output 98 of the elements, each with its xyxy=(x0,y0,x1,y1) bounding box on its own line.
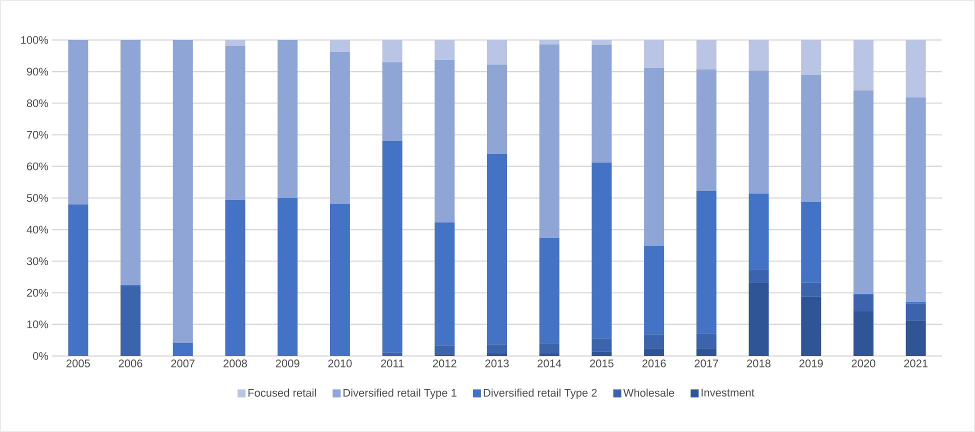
bar xyxy=(696,190,716,334)
x-tick-label: 2005 xyxy=(66,360,90,368)
bar xyxy=(592,44,612,163)
bar xyxy=(853,90,874,294)
bar xyxy=(487,344,508,354)
bar xyxy=(120,286,141,356)
x-tick-label: 2018 xyxy=(747,360,771,368)
bar xyxy=(696,40,716,70)
x-tick-label: 2008 xyxy=(224,360,247,368)
bar xyxy=(278,198,298,356)
x-tick-label: 2015 xyxy=(590,360,614,368)
y-tick-label: 50% xyxy=(26,194,48,202)
bar xyxy=(748,282,769,356)
bar xyxy=(539,44,560,238)
bar xyxy=(592,40,612,45)
bar xyxy=(644,68,664,246)
bar xyxy=(853,40,874,90)
bar xyxy=(853,295,874,312)
legend-label: Focused retail xyxy=(248,388,316,397)
bar xyxy=(644,40,664,68)
bar xyxy=(801,296,822,356)
bar xyxy=(225,46,246,200)
bar xyxy=(539,343,560,354)
x-tick-label: 2021 xyxy=(904,360,928,368)
bar xyxy=(906,304,926,321)
y-tick-label: 80% xyxy=(26,99,48,108)
legend-label: Diversified retail Type 2 xyxy=(484,388,597,399)
bar xyxy=(801,40,822,75)
bar xyxy=(644,334,664,348)
bar xyxy=(434,40,455,60)
bar xyxy=(696,69,716,191)
x-tick-label: 2012 xyxy=(432,360,456,368)
bar xyxy=(592,352,612,356)
bar xyxy=(225,200,246,356)
bar xyxy=(696,348,716,356)
bar xyxy=(120,40,141,285)
y-tick-label: 40% xyxy=(26,226,48,234)
bar xyxy=(748,269,769,282)
x-tick-label: 2014 xyxy=(538,360,562,368)
bar xyxy=(592,162,612,338)
bar xyxy=(801,282,822,297)
bar xyxy=(434,222,455,346)
bar xyxy=(382,62,402,141)
bar xyxy=(278,40,298,198)
bar xyxy=(68,40,88,204)
y-tick-label: 90% xyxy=(26,68,48,76)
bar xyxy=(906,98,926,302)
bar xyxy=(748,70,769,194)
bar xyxy=(853,311,874,356)
y-tick-label: 20% xyxy=(27,288,48,297)
bar xyxy=(68,204,88,356)
bar xyxy=(592,338,612,352)
bar xyxy=(330,40,350,52)
bar xyxy=(382,140,402,353)
x-tick-label: 2019 xyxy=(799,360,823,368)
legend-label: Investment xyxy=(702,388,754,397)
legend-label: Wholesale xyxy=(623,388,674,397)
bar xyxy=(434,60,455,222)
y-tick-label: 70% xyxy=(27,130,48,139)
x-tick-label: 2016 xyxy=(642,360,666,368)
bar xyxy=(172,40,193,343)
bar xyxy=(539,353,560,356)
legend-label: Diversified retail Type 1 xyxy=(344,388,456,399)
bar xyxy=(382,40,402,62)
y-tick-label: 60% xyxy=(27,162,48,170)
x-tick-label: 2007 xyxy=(171,360,195,368)
bar xyxy=(748,194,769,270)
x-tick-label: 2011 xyxy=(381,360,404,368)
bar xyxy=(644,348,664,356)
bar xyxy=(539,238,560,344)
y-tick-label: 0% xyxy=(32,352,48,360)
bar xyxy=(330,204,350,356)
bar xyxy=(644,246,664,334)
y-tick-label: 30% xyxy=(26,257,48,266)
bar xyxy=(539,40,560,44)
bar xyxy=(906,40,926,98)
bar xyxy=(330,52,350,204)
x-tick-label: 2009 xyxy=(276,360,300,368)
bar xyxy=(801,74,822,202)
x-tick-label: 2017 xyxy=(694,360,718,368)
x-tick-label: 2006 xyxy=(118,360,142,368)
bar xyxy=(382,352,402,356)
y-tick-label: 10% xyxy=(27,320,48,328)
bar xyxy=(801,202,822,283)
x-tick-label: 2010 xyxy=(328,360,352,368)
bar xyxy=(696,333,716,348)
bar xyxy=(225,40,246,46)
bar xyxy=(906,320,926,356)
bar xyxy=(172,342,193,356)
bar xyxy=(487,154,508,344)
x-tick-label: 2013 xyxy=(485,360,509,368)
bar xyxy=(434,346,455,354)
bar xyxy=(748,40,769,71)
bar xyxy=(487,353,508,356)
bar xyxy=(487,40,508,65)
y-tick-label: 100% xyxy=(21,36,48,44)
x-tick-label: 2020 xyxy=(852,360,876,368)
bar xyxy=(487,64,508,154)
